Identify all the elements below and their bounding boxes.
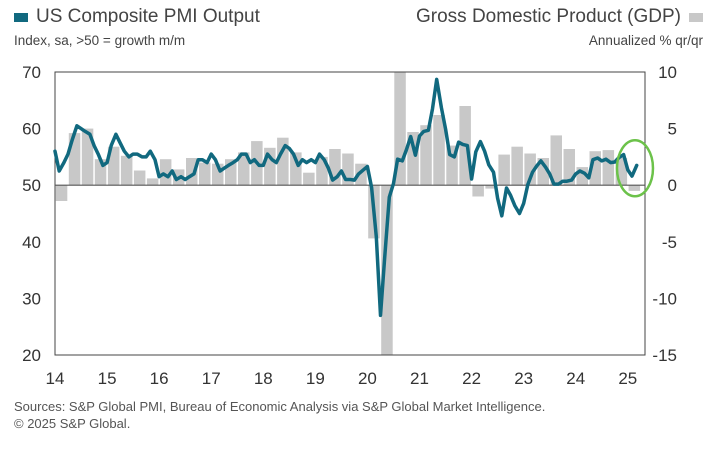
- right-axis-tick: -15: [652, 346, 677, 365]
- x-axis-tick: 21: [410, 369, 429, 388]
- gdp-bar: [133, 170, 146, 186]
- highlight-ellipse: [615, 138, 655, 198]
- gdp-bar: [316, 156, 328, 186]
- gdp-bar: [277, 137, 289, 186]
- gdp-bar: [159, 159, 172, 186]
- gdp-bar: [68, 133, 81, 186]
- pmi-line-group: [53, 77, 639, 318]
- gdp-bar: [55, 185, 68, 201]
- left-axis-tick: 60: [22, 120, 41, 139]
- legend-pmi: US Composite PMI Output: [14, 6, 260, 28]
- gdp-bar: [225, 159, 237, 186]
- gdp-bar: [264, 147, 276, 186]
- gdp-bar: [146, 178, 159, 186]
- gdp-bar: [420, 125, 432, 186]
- gdp-bar: [355, 163, 367, 186]
- right-axis-tick: 0: [668, 176, 677, 195]
- legend-gdp-label: Gross Domestic Product (GDP): [416, 6, 681, 27]
- gdp-bar: [628, 185, 641, 191]
- sources-text: Sources: S&P Global PMI, Bureau of Econo…: [14, 399, 546, 414]
- left-axis-tick: 70: [22, 63, 41, 82]
- x-axis-tick: 14: [46, 369, 65, 388]
- gdp-bar: [511, 146, 523, 186]
- gdp-bar: [433, 115, 445, 186]
- gdp-bar: [303, 172, 315, 186]
- right-axis-tick: -10: [652, 289, 677, 308]
- x-axis-tick: 22: [462, 369, 481, 388]
- gdp-bar: [120, 155, 133, 186]
- gdp-bar: [446, 145, 458, 186]
- gdp-bar: [94, 159, 107, 186]
- gdp-bar: [381, 185, 393, 355]
- gdp-bar: [212, 163, 224, 186]
- pmi-line: [53, 77, 639, 318]
- x-axis-tick: 23: [514, 369, 533, 388]
- gdp-bar: [550, 135, 562, 186]
- gdp-bar: [394, 72, 406, 186]
- gdp-bar: [238, 152, 250, 186]
- right-axis-tick: 5: [668, 120, 677, 139]
- legend-pmi-swatch: [14, 12, 28, 22]
- gdp-bar: [576, 167, 588, 186]
- plot-frame: [54, 71, 646, 356]
- left-axis-tick: 30: [22, 289, 41, 308]
- gdp-bar: [615, 158, 628, 186]
- x-axis-tick: 20: [358, 369, 377, 388]
- x-axis-tick: 15: [98, 369, 117, 388]
- gdp-bar: [407, 132, 419, 186]
- right-axis-tick: -5: [662, 233, 677, 252]
- x-axis-tick: 25: [618, 369, 637, 388]
- left-axis-tick: 20: [22, 346, 41, 365]
- left-axis-subtitle: Index, sa, >50 = growth m/m: [14, 33, 186, 48]
- legend-pmi-label: US Composite PMI Output: [36, 6, 260, 27]
- right-axis-subtitle: Annualized % qr/qr: [588, 33, 703, 48]
- gdp-bar: [329, 149, 341, 186]
- x-axis-tick: 24: [566, 369, 585, 388]
- gdp-bar: [537, 158, 549, 186]
- x-axis-tick: 18: [254, 369, 273, 388]
- gdp-bar: [472, 185, 484, 197]
- x-axis-tick: 17: [202, 369, 221, 388]
- legend-gdp: Gross Domestic Product (GDP): [416, 6, 703, 28]
- gdp-bar: [186, 158, 198, 186]
- x-axis-tick: 16: [150, 369, 169, 388]
- gdp-bar: [107, 146, 120, 186]
- copyright-text: © 2025 S&P Global.: [14, 416, 131, 431]
- left-axis-tick: 50: [22, 176, 41, 195]
- left-axis-tick: 40: [22, 233, 41, 252]
- gdp-bar: [563, 149, 575, 186]
- gdp-bar: [290, 152, 302, 186]
- gdp-bar: [589, 151, 601, 186]
- gdp-bar: [342, 153, 354, 186]
- axes: [54, 71, 646, 356]
- highlight-group: [615, 138, 655, 198]
- gdp-bar: [199, 162, 211, 186]
- legend-gdp-swatch: [689, 12, 703, 22]
- x-axis-tick: 19: [306, 369, 325, 388]
- gdp-bar: [524, 153, 536, 186]
- gdp-bar: [498, 154, 510, 186]
- gdp-bar: [81, 128, 94, 186]
- gdp-bar: [485, 185, 497, 189]
- gdp-bar: [602, 150, 615, 186]
- right-axis-tick: 10: [658, 63, 677, 82]
- gdp-bars: [55, 72, 641, 355]
- sources-footer: Sources: S&P Global PMI, Bureau of Econo…: [14, 398, 545, 432]
